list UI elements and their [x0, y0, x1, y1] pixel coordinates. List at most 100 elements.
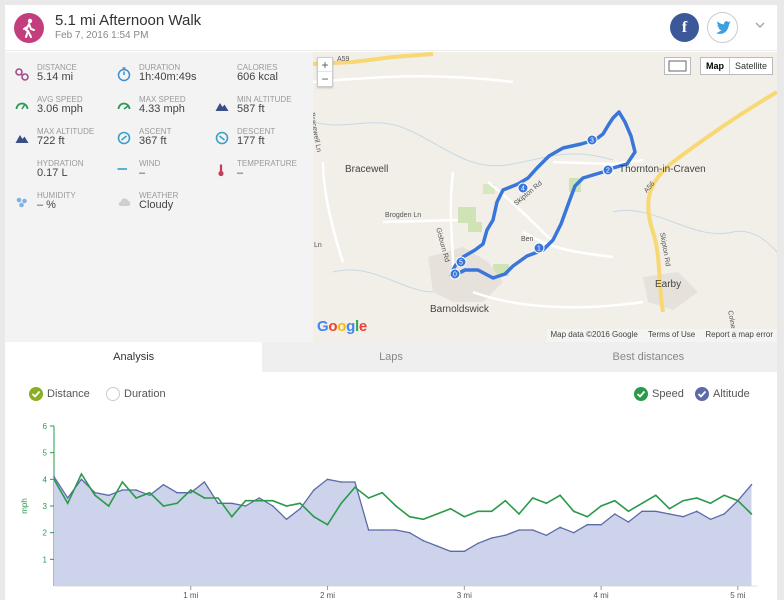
distance-icon	[14, 66, 30, 82]
stat-label: WIND	[139, 159, 161, 168]
map-canvas: 0 1 2 3 4 5	[313, 52, 777, 313]
speed-point	[614, 499, 616, 502]
altitude-point	[477, 542, 479, 545]
altitude-point	[395, 529, 397, 531]
altitude-point	[682, 515, 684, 518]
altitude-point	[545, 534, 548, 537]
map-label-earby: Earby	[655, 279, 682, 290]
stat-calories: CALORIES 606 kcal	[214, 63, 314, 91]
stat-wind: WIND –	[116, 159, 216, 187]
stat-label: AVG SPEED	[37, 95, 83, 104]
altitude-point	[258, 497, 260, 499]
route-map[interactable]: 0 1 2 3 4 5 Bracewell Thornton-in-Craven…	[313, 52, 777, 342]
altitude-point	[313, 489, 315, 491]
altitude-point	[326, 478, 329, 481]
speed-point	[436, 513, 438, 515]
map-attribution: Map data ©2016 Google Terms of Use Repor…	[546, 329, 777, 342]
speed-point	[53, 478, 55, 481]
speed-point	[572, 510, 575, 513]
altitude-point	[340, 481, 343, 483]
check-icon	[29, 387, 43, 401]
altitude-point	[586, 523, 589, 526]
twitter-icon	[716, 21, 731, 34]
altitude-point	[66, 497, 69, 499]
speed-point	[627, 510, 630, 513]
stat-label: TEMPERATURE	[237, 159, 297, 168]
check-icon	[695, 387, 709, 401]
altitude-point	[449, 550, 452, 553]
altitude-point	[354, 481, 356, 483]
speed-altitude-chart: 1 2 3 4 5 6 mph 1 mi 2 mi 3 mi 4 mi 5 mi	[20, 422, 757, 600]
tab-analysis[interactable]: Analysis	[5, 342, 263, 372]
stats-panel: DISTANCE 5.14 mi DURATION 1h:40m:49s CALORIE…	[5, 52, 313, 342]
altitude-point	[299, 507, 302, 510]
speed-point	[354, 486, 356, 489]
stat-distance: DISTANCE 5.14 mi	[14, 63, 114, 91]
stat-value: –	[139, 167, 146, 179]
stat-label: DISTANCE	[37, 63, 77, 72]
x-tick-label: 2 mi	[320, 591, 335, 600]
altitude-point	[572, 531, 575, 534]
altitude-point	[737, 499, 739, 502]
speed-point	[531, 497, 534, 499]
y-tick-label: 4	[43, 475, 48, 484]
y-tick-label: 6	[43, 422, 48, 431]
zoom-in-button[interactable]: +	[318, 58, 332, 72]
altitude-point	[381, 529, 384, 531]
walking-icon	[14, 13, 44, 43]
map-label-bracewell: Bracewell	[345, 164, 389, 175]
altitude-point	[531, 529, 534, 531]
facebook-share-button[interactable]: f	[670, 13, 699, 42]
y-tick-label: 3	[43, 502, 48, 511]
speed-point	[723, 494, 725, 497]
y-axis-label: mph	[20, 498, 29, 514]
report-error-link[interactable]: Report a map error	[705, 330, 773, 339]
stat-label: HYDRATION	[37, 159, 84, 168]
zoom-out-button[interactable]: −	[321, 72, 329, 86]
speed-point	[750, 513, 753, 515]
svg-text:2: 2	[606, 168, 610, 175]
speed-point	[600, 505, 602, 507]
tab-laps[interactable]: Laps	[379, 351, 403, 363]
map-label-barnoldswick: Barnoldswick	[430, 304, 489, 315]
map-type-satellite-button[interactable]: Satellite	[735, 61, 768, 71]
speed-point	[203, 497, 206, 499]
stat-value: – %	[37, 199, 56, 211]
map-type-map-button[interactable]: Map	[701, 58, 730, 74]
speed-point	[176, 502, 178, 505]
activity-detail: 5.1 mi Afternoon Walk Feb 7, 2016 1:54 P…	[5, 5, 777, 600]
google-logo-text: Google	[317, 318, 367, 335]
altitude-point	[107, 494, 110, 497]
speed-point	[107, 505, 110, 507]
humidity-icon	[14, 194, 30, 210]
stat-value: 3.06 mph	[37, 103, 83, 115]
speed-point	[326, 523, 329, 526]
altitude-point	[285, 518, 288, 521]
stat-value: 5.14 mi	[37, 71, 74, 83]
stat-value: 367 ft	[139, 135, 167, 147]
altitude-point	[504, 534, 507, 537]
altitude-point	[696, 510, 698, 513]
tab-best-distances[interactable]: Best distances	[612, 351, 685, 363]
chevron-down-icon[interactable]	[753, 18, 767, 32]
altitude-point	[614, 513, 616, 515]
speed-point	[641, 502, 643, 505]
speed-point	[408, 515, 411, 518]
terms-link[interactable]: Terms of Use	[648, 330, 696, 339]
stat-value: 1h:40m:49s	[139, 71, 197, 83]
y-tick-label: 5	[43, 449, 48, 458]
speed-point	[709, 502, 712, 505]
altitude-point	[231, 502, 233, 505]
twitter-share-button[interactable]	[707, 12, 738, 43]
droplets-icon	[14, 162, 30, 178]
activity-date: Feb 7, 2016 1:54 PM	[55, 30, 149, 41]
speed-point	[285, 505, 288, 507]
stat-label: WEATHER	[139, 191, 179, 200]
speed-point	[148, 491, 151, 494]
speed-toggle-label: Speed	[652, 388, 684, 400]
speed-line	[53, 472, 753, 526]
fullscreen-button[interactable]	[664, 57, 691, 75]
speed-point	[655, 494, 657, 497]
duration-toggle-label: Duration	[124, 388, 166, 400]
altitude-point	[408, 531, 411, 534]
